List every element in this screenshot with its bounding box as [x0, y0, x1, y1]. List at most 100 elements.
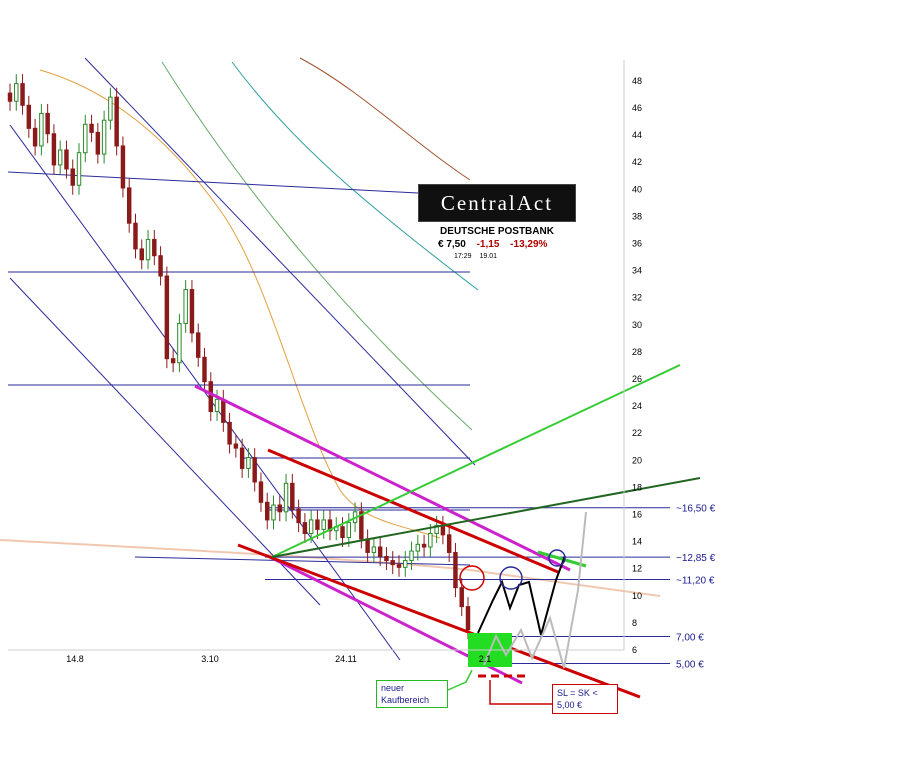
ma-long-line [0, 539, 661, 597]
y-tick-label: 20 [632, 455, 642, 465]
y-tick-label: 8 [632, 618, 637, 628]
y-tick-label: 10 [632, 591, 642, 601]
candle-body [208, 381, 213, 413]
trendline-green-steep [271, 364, 681, 558]
y-tick-label: 38 [632, 211, 642, 221]
buy-zone-note: neuer Kaufbereich [376, 680, 448, 708]
ma-50-line [161, 61, 473, 431]
trendline-green-short [537, 550, 587, 568]
quote-timestamp: 17:29 19.01 [418, 253, 576, 260]
stop-loss-note-line1: SL = SK < [557, 688, 598, 698]
candle-body [371, 546, 377, 553]
candle-body [290, 482, 295, 510]
candle-body [384, 556, 389, 562]
y-tick-label: 30 [632, 320, 642, 330]
marker-circle-blue-small [548, 549, 566, 567]
candle-body [126, 187, 132, 224]
quote-time: 17:29 [454, 253, 472, 260]
trendline-magenta-upper [194, 384, 571, 572]
candle-body [415, 543, 421, 552]
candle-body [51, 133, 57, 166]
price-change-percent: -13,29% [510, 239, 548, 250]
y-tick-label: 46 [632, 103, 642, 113]
x-tick-label: 2.1 [479, 654, 492, 664]
candle-body [139, 248, 144, 261]
candle-body [189, 289, 195, 334]
candle-body [195, 332, 201, 358]
stop-loss-arrow [489, 680, 552, 705]
candle-body [164, 275, 170, 360]
candle-body [459, 587, 464, 608]
candle-body [377, 546, 383, 558]
candle-body [145, 238, 151, 261]
candle-body [70, 168, 75, 186]
stop-loss-note-line2: 5,00 € [557, 700, 583, 710]
candle-body [57, 149, 63, 166]
candle-body [308, 519, 314, 534]
channel-line [9, 277, 321, 606]
channel-line [84, 57, 476, 466]
candle-body [95, 131, 101, 155]
candle-body [283, 482, 289, 513]
candle-body [453, 551, 458, 589]
y-tick-label: 14 [632, 537, 642, 547]
y-tick-label: 32 [632, 293, 642, 303]
candle-body [465, 606, 471, 631]
buy-zone-arrow [447, 669, 473, 691]
y-tick-label: 48 [632, 76, 642, 86]
last-price: € 7,50 [438, 239, 466, 250]
price-level-label: ~16,50 € [676, 504, 716, 515]
y-tick-label: 16 [632, 510, 642, 520]
logo: CentralAct [418, 184, 576, 222]
scenario-path-alternative [483, 511, 587, 669]
candle-body [434, 524, 439, 534]
y-tick-label: 42 [632, 157, 642, 167]
x-tick-label: 3.10 [201, 654, 219, 664]
y-tick-label: 12 [632, 564, 642, 574]
candle-body [315, 519, 320, 530]
quote-date: 19.01 [479, 253, 498, 260]
candle-body [177, 322, 182, 364]
candle-body [446, 534, 452, 553]
candle-body [321, 519, 326, 530]
candle-body [214, 398, 220, 413]
x-tick-label: 14.8 [66, 654, 84, 664]
candle-body [202, 356, 207, 383]
trendline-red-lower [237, 543, 641, 699]
candle-body [7, 92, 13, 102]
price-level-label: 7,00 € [676, 632, 704, 643]
price-level-label: 5,00 € [676, 660, 704, 671]
candle-body [133, 222, 138, 250]
candle-body [64, 149, 69, 170]
y-tick-label: 44 [632, 130, 642, 140]
ma-20-line [39, 69, 441, 539]
candle-body [20, 83, 25, 106]
candle-body [296, 508, 301, 524]
candle-body [170, 358, 176, 364]
stock-name: DEUTSCHE POSTBANK [440, 226, 554, 237]
candle-body [396, 564, 402, 568]
candle-body [428, 532, 433, 548]
marker-circle-blue [499, 566, 523, 590]
candle-body [265, 501, 270, 521]
y-tick-label: 34 [632, 266, 642, 276]
candle-body [252, 457, 257, 483]
candle-body [83, 123, 88, 154]
candle-body [340, 526, 345, 539]
price-level-label: ~12,85 € [676, 553, 716, 564]
candle-body [359, 511, 364, 540]
candle-body [239, 447, 245, 469]
candle-body [246, 457, 251, 469]
candle-body [101, 119, 107, 155]
y-tick-label: 36 [632, 239, 642, 249]
candle-body [421, 543, 427, 548]
marker-circle-red [459, 565, 485, 591]
candle-body [277, 504, 283, 513]
y-tick-label: 22 [632, 428, 642, 438]
y-tick-label: 18 [632, 482, 642, 492]
candle-body [440, 524, 446, 536]
stop-loss-note: SL = SK < 5,00 € [552, 684, 618, 714]
channel-line [134, 556, 471, 566]
